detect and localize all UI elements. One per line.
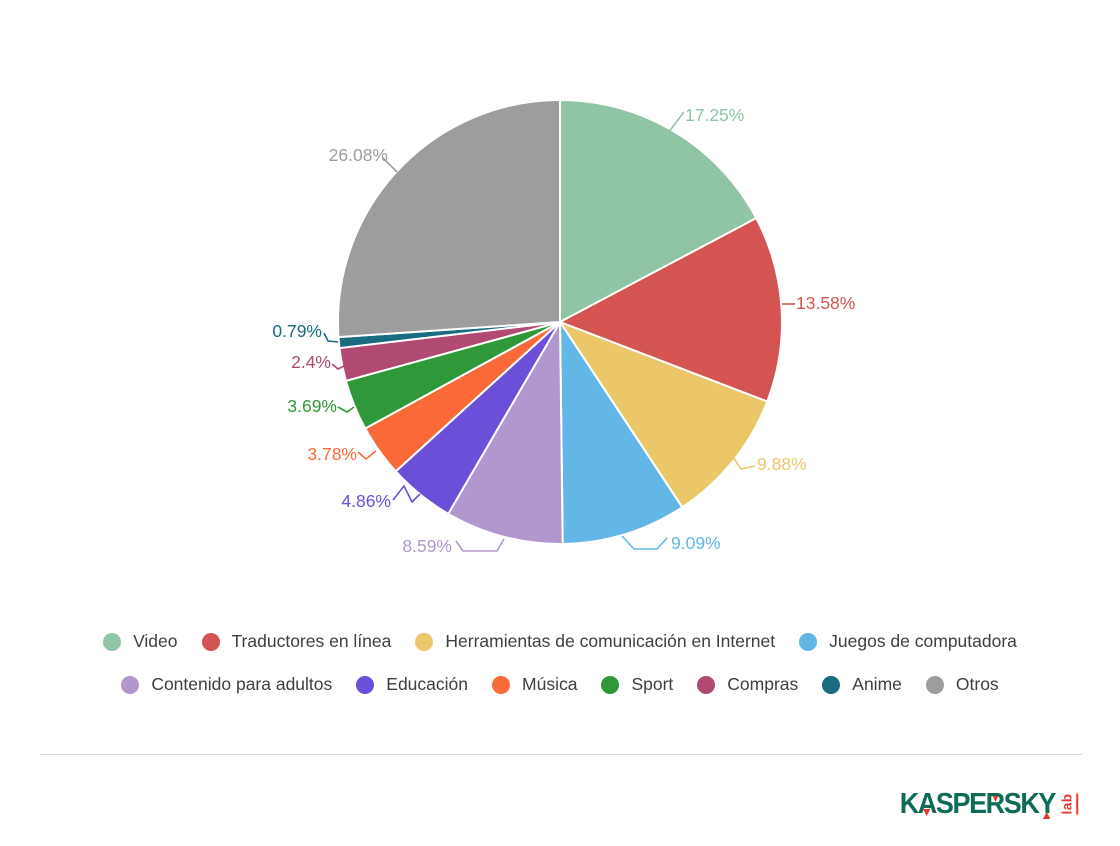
logo-letter: S [1003, 787, 1022, 820]
legend-marker-icon [697, 676, 716, 694]
legend-label: Sport [631, 674, 674, 695]
pie-slice-juegos-de-computadora[interactable] [559, 321, 684, 545]
label-leader-contenido-para-adultos [455, 538, 505, 552]
legend-row: Video Traductores en línea Herramientas de… [0, 633, 1120, 651]
pie-slice-otros[interactable] [337, 99, 561, 339]
label-leader-juegos-de-computadora [621, 535, 668, 550]
pie-leaders [323, 111, 795, 552]
legend-item-contenido-para-adultos[interactable]: Contenido para adultos [121, 676, 332, 694]
slice-value-label-juegos-de-computadora: 9.09% [671, 533, 721, 553]
kaspersky-wordmark: KASPERSKY [899, 787, 1057, 820]
footer-divider [40, 754, 1082, 755]
label-leader-educacion [392, 484, 421, 504]
logo-letter: E [969, 787, 987, 820]
legend-marker-icon [121, 676, 140, 694]
logo-letter: R [985, 787, 1006, 820]
chart-legend: Video Traductores en línea Herramientas de… [0, 633, 1120, 694]
logo-letter: S [935, 787, 954, 820]
slice-value-label-musica: 3.78% [307, 444, 357, 464]
legend-item-otros[interactable]: Otros [925, 674, 999, 695]
label-leader-otros [382, 157, 398, 173]
legend-item-video[interactable]: Video [103, 631, 178, 652]
legend-item-traductores-en-linea[interactable]: Traductores en línea [201, 631, 392, 652]
legend-marker-icon [415, 633, 434, 651]
slice-value-label-otros: 26.08% [329, 145, 388, 165]
pie-slice-herramientas-de-comunicacion-en-internet[interactable] [559, 321, 769, 509]
pie-slice-video[interactable] [559, 99, 758, 323]
pie-slices [337, 99, 783, 545]
legend-marker-icon [356, 676, 375, 694]
label-leader-sport [337, 406, 355, 413]
legend-row: Contenido para adultos Educación Música Spo… [0, 676, 1120, 694]
logo-letter: A [917, 787, 938, 820]
lab-text: lab [1059, 793, 1078, 815]
legend-marker-icon [103, 633, 122, 651]
label-leader-video [667, 111, 685, 134]
label-leader-anime [323, 332, 339, 343]
logo-letter: K [899, 787, 920, 820]
legend-label: Educación [386, 674, 469, 695]
legend-label: Video [133, 631, 178, 652]
legend-marker-icon [799, 633, 818, 651]
logo-letter: K [1020, 787, 1040, 820]
slice-value-label-sport: 3.69% [287, 396, 337, 416]
logo-letter: Y [1038, 787, 1056, 820]
legend-item-sport[interactable]: Sport [601, 676, 673, 694]
slice-value-label-educacion: 4.86% [341, 491, 391, 511]
label-leader-herramientas-de-comunicacion-en-internet [732, 456, 756, 470]
legend-item-educacion[interactable]: Educación [356, 676, 468, 694]
slice-value-label-video: 17.25% [685, 105, 744, 125]
legend-marker-icon [822, 676, 841, 694]
legend-label: Juegos de computadora [829, 631, 1017, 652]
slice-value-label-compras: 2.4% [291, 352, 331, 372]
legend-label: Herramientas de comunicación en Internet [445, 631, 776, 652]
legend-item-anime[interactable]: Anime [822, 676, 902, 694]
legend-label: Anime [852, 674, 902, 695]
legend-label: Otros [955, 674, 999, 695]
logo-letter: P [952, 787, 970, 820]
slice-value-label-contenido-para-adultos: 8.59% [402, 536, 452, 556]
kaspersky-lab-suffix: lab [1058, 780, 1080, 828]
legend-item-compras[interactable]: Compras [697, 676, 798, 694]
legend-marker-icon [492, 676, 511, 694]
pie-slice-traductores-en-linea[interactable] [559, 217, 783, 403]
legend-marker-icon [201, 633, 220, 651]
legend-label: Música [522, 674, 578, 695]
kaspersky-logo: KASPERSKY lab [888, 780, 1080, 828]
label-leader-musica [357, 450, 377, 461]
slice-value-label-traductores-en-linea: 13.58% [796, 293, 855, 313]
label-leader-compras [331, 363, 345, 370]
legend-label: Compras [727, 674, 799, 695]
legend-item-herramientas-de-comunicacion-en-internet[interactable]: Herramientas de comunicación en Internet [415, 633, 775, 651]
legend-marker-icon [925, 676, 944, 694]
slice-value-label-anime: 0.79% [272, 321, 322, 341]
pie-slice-contenido-para-adultos[interactable] [447, 321, 564, 545]
legend-item-musica[interactable]: Música [492, 676, 577, 694]
slice-value-label-herramientas-de-comunicacion-en-internet: 9.88% [757, 454, 807, 474]
legend-label: Traductores en línea [231, 631, 392, 652]
legend-marker-icon [601, 676, 620, 694]
legend-label: Contenido para adultos [151, 674, 333, 695]
legend-item-juegos-de-computadora[interactable]: Juegos de computadora [799, 633, 1017, 651]
pie-labels: 17.25% 13.58% 9.88% 9.09% 8.59% 4.86% 3.78% 3.6… [272, 105, 855, 556]
